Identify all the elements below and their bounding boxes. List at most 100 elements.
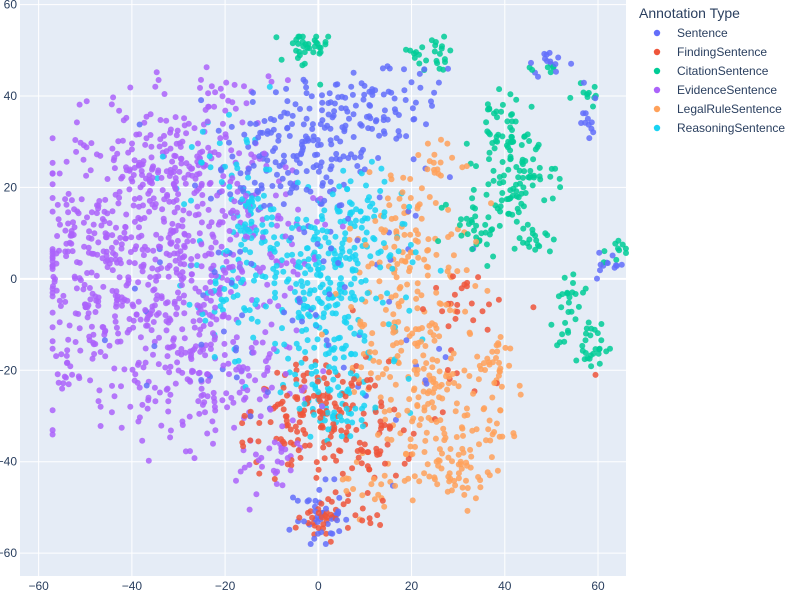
data-point [490, 177, 497, 184]
legend-item-label[interactable]: FindingSentence [677, 45, 767, 59]
data-point [314, 137, 321, 143]
data-point [300, 76, 307, 83]
legend-item-label[interactable]: ReasoningSentence [677, 121, 785, 135]
legend-item-label[interactable]: EvidenceSentence [677, 83, 777, 97]
data-point [76, 101, 83, 108]
data-point [463, 163, 470, 170]
data-point [358, 446, 364, 453]
legend-item-label[interactable]: LegalRuleSentence [677, 102, 782, 116]
data-point [433, 284, 440, 291]
data-point [284, 124, 291, 131]
data-point [161, 218, 168, 225]
data-point [338, 433, 345, 440]
data-point [173, 266, 180, 273]
data-point [133, 131, 140, 138]
data-point [320, 444, 327, 451]
data-point [142, 141, 149, 148]
data-point [582, 285, 589, 292]
data-point [446, 373, 452, 380]
data-point [464, 412, 471, 418]
data-point [258, 239, 265, 246]
data-point [126, 186, 133, 193]
data-point [337, 275, 344, 282]
data-point [508, 134, 515, 141]
data-point [155, 310, 162, 317]
data-point [344, 388, 351, 395]
data-point [352, 102, 359, 109]
data-point [336, 183, 343, 190]
data-point [234, 188, 241, 195]
data-point [168, 227, 175, 234]
legend-item-label[interactable]: Sentence [677, 26, 728, 40]
data-point [95, 239, 102, 246]
data-point [62, 248, 69, 255]
data-point [584, 355, 591, 362]
data-point [280, 152, 287, 159]
data-point [129, 140, 135, 147]
data-point [198, 385, 205, 392]
data-point [418, 292, 425, 299]
data-point [415, 254, 422, 261]
data-point [227, 209, 234, 216]
data-point [287, 189, 294, 196]
data-point [526, 236, 533, 243]
data-point [528, 59, 534, 66]
data-point [464, 507, 471, 514]
data-point [384, 63, 391, 70]
data-point [455, 475, 462, 482]
data-point [317, 424, 324, 431]
legend-item-label[interactable]: CitationSentence [677, 64, 769, 78]
data-point [433, 325, 440, 332]
data-point [256, 470, 263, 477]
data-point [275, 303, 282, 309]
data-point [326, 394, 333, 401]
data-point [129, 301, 136, 308]
data-point [106, 220, 113, 227]
data-point [491, 145, 498, 152]
data-point [207, 279, 214, 285]
data-point [151, 384, 158, 391]
data-point [375, 155, 382, 161]
data-point [349, 382, 356, 389]
data-point [172, 153, 179, 160]
data-point [273, 258, 280, 265]
data-point [266, 83, 273, 90]
data-point [386, 423, 393, 430]
x-tick-label: −20 [215, 579, 236, 592]
data-point [278, 56, 285, 63]
data-point [252, 451, 259, 458]
data-point [157, 235, 164, 242]
data-point [198, 219, 205, 226]
data-point [324, 409, 331, 416]
data-point [243, 136, 250, 143]
data-point [271, 280, 278, 287]
data-point [546, 49, 553, 56]
data-point [230, 399, 237, 406]
data-point [109, 382, 115, 389]
data-point [251, 154, 258, 161]
data-point [331, 476, 338, 483]
data-point [142, 307, 149, 313]
data-point [113, 300, 120, 307]
data-point [301, 49, 308, 56]
data-point [463, 283, 470, 290]
data-point [315, 530, 321, 537]
data-point [62, 196, 69, 203]
data-point [169, 158, 176, 165]
data-point [168, 239, 175, 246]
data-point [239, 276, 246, 283]
data-point [423, 57, 430, 64]
data-point [437, 159, 444, 166]
data-point [259, 221, 266, 228]
data-point [271, 439, 278, 446]
data-point [420, 306, 426, 313]
data-point [320, 521, 327, 528]
data-point [517, 391, 524, 398]
data-point [54, 371, 61, 378]
data-point [330, 376, 337, 383]
data-point [348, 281, 354, 288]
data-point [520, 239, 526, 246]
data-point [351, 376, 357, 383]
data-point [336, 494, 343, 501]
data-point [381, 472, 388, 479]
